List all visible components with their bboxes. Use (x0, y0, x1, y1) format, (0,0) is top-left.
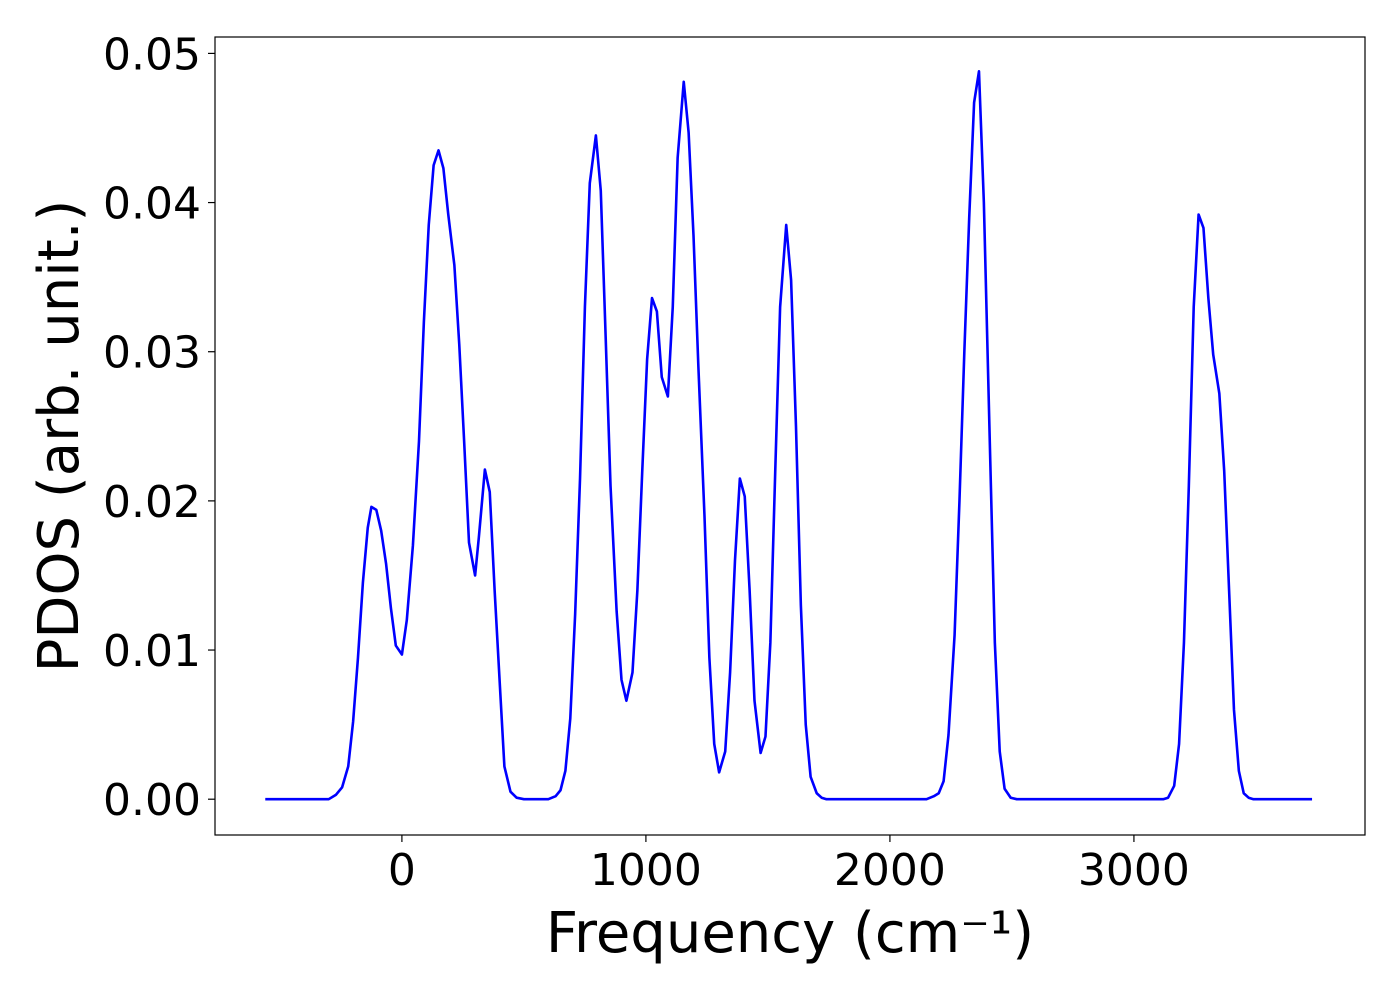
y-tick-label: 0.05 (103, 29, 201, 80)
y-tick-label: 0.01 (103, 626, 201, 677)
y-tick-label: 0.04 (103, 179, 201, 230)
data-line (265, 70, 1313, 801)
x-tick-label: 3000 (1078, 845, 1190, 896)
x-axis-label: Frequency (cm⁻¹) (546, 901, 1034, 966)
y-tick-label: 0.00 (103, 775, 201, 826)
y-axis-label: PDOS (arb. unit.) (27, 200, 92, 673)
x-tick-label: 2000 (834, 845, 946, 896)
plot-frame (214, 36, 1366, 836)
x-tick-label: 1000 (590, 845, 702, 896)
x-tick-label: 0 (388, 845, 416, 896)
y-tick-label: 0.02 (103, 477, 201, 528)
y-tick-label: 0.03 (103, 328, 201, 379)
